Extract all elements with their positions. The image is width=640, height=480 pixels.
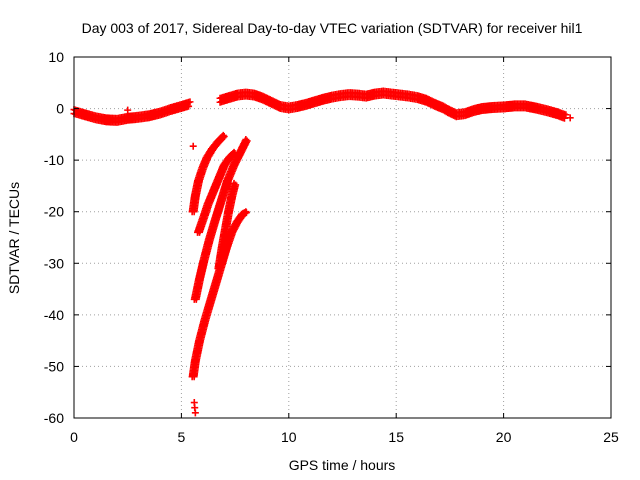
series-9 [124,106,574,417]
data-point-marker [189,142,197,150]
series-8 [214,179,240,272]
x-tick-label: 5 [178,429,186,445]
y-tick-label: -50 [44,358,64,374]
x-tick-label: 15 [388,429,404,445]
data-point-marker [243,137,251,145]
data-point-marker [242,208,250,216]
plot-frame [73,56,612,419]
data-point-marker [185,102,193,110]
data-point-marker [158,110,166,118]
x-tick-label: 10 [281,429,297,445]
data-point-marker [220,133,228,141]
data-point-marker [231,149,239,157]
data-point-marker [124,106,132,114]
y-tick-label: 10 [48,49,64,65]
series-3 [444,100,570,122]
series-1 [70,98,194,126]
data-point-marker [230,179,238,187]
y-tick-label: -30 [44,255,64,271]
series-6 [194,148,239,236]
chart-title: Day 003 of 2017, Sidereal Day-to-day VTE… [82,20,583,36]
y-tick-label: -40 [44,307,64,323]
data-point-marker [219,131,227,139]
y-tick-label: -60 [44,410,64,426]
series-7 [188,208,250,381]
series-5 [190,136,251,303]
grid [74,57,611,418]
x-tick-label: 0 [70,429,78,445]
y-axis-title: SDTVAR / TECUs [6,182,22,294]
data-point-marker [191,409,199,417]
data-point-marker [186,98,194,106]
y-tick-label: -10 [44,152,64,168]
y-tick-label: -20 [44,204,64,220]
series-2 [216,87,452,116]
x-axis-title: GPS time / hours [289,457,396,473]
x-tick-label: 20 [496,429,512,445]
data-point-marker [230,148,238,156]
data-point-marker [242,136,250,144]
axis-ticks: 0 5 10 15 20 25 10 0 -10 -20 -30 -40 -50 -60 [44,49,619,445]
data-point-marker [562,111,570,119]
data-points [70,87,574,417]
x-tick-label: 25 [603,429,619,445]
data-point-marker [566,114,574,122]
y-tick-label: 0 [56,101,64,117]
series-4 [188,131,228,216]
